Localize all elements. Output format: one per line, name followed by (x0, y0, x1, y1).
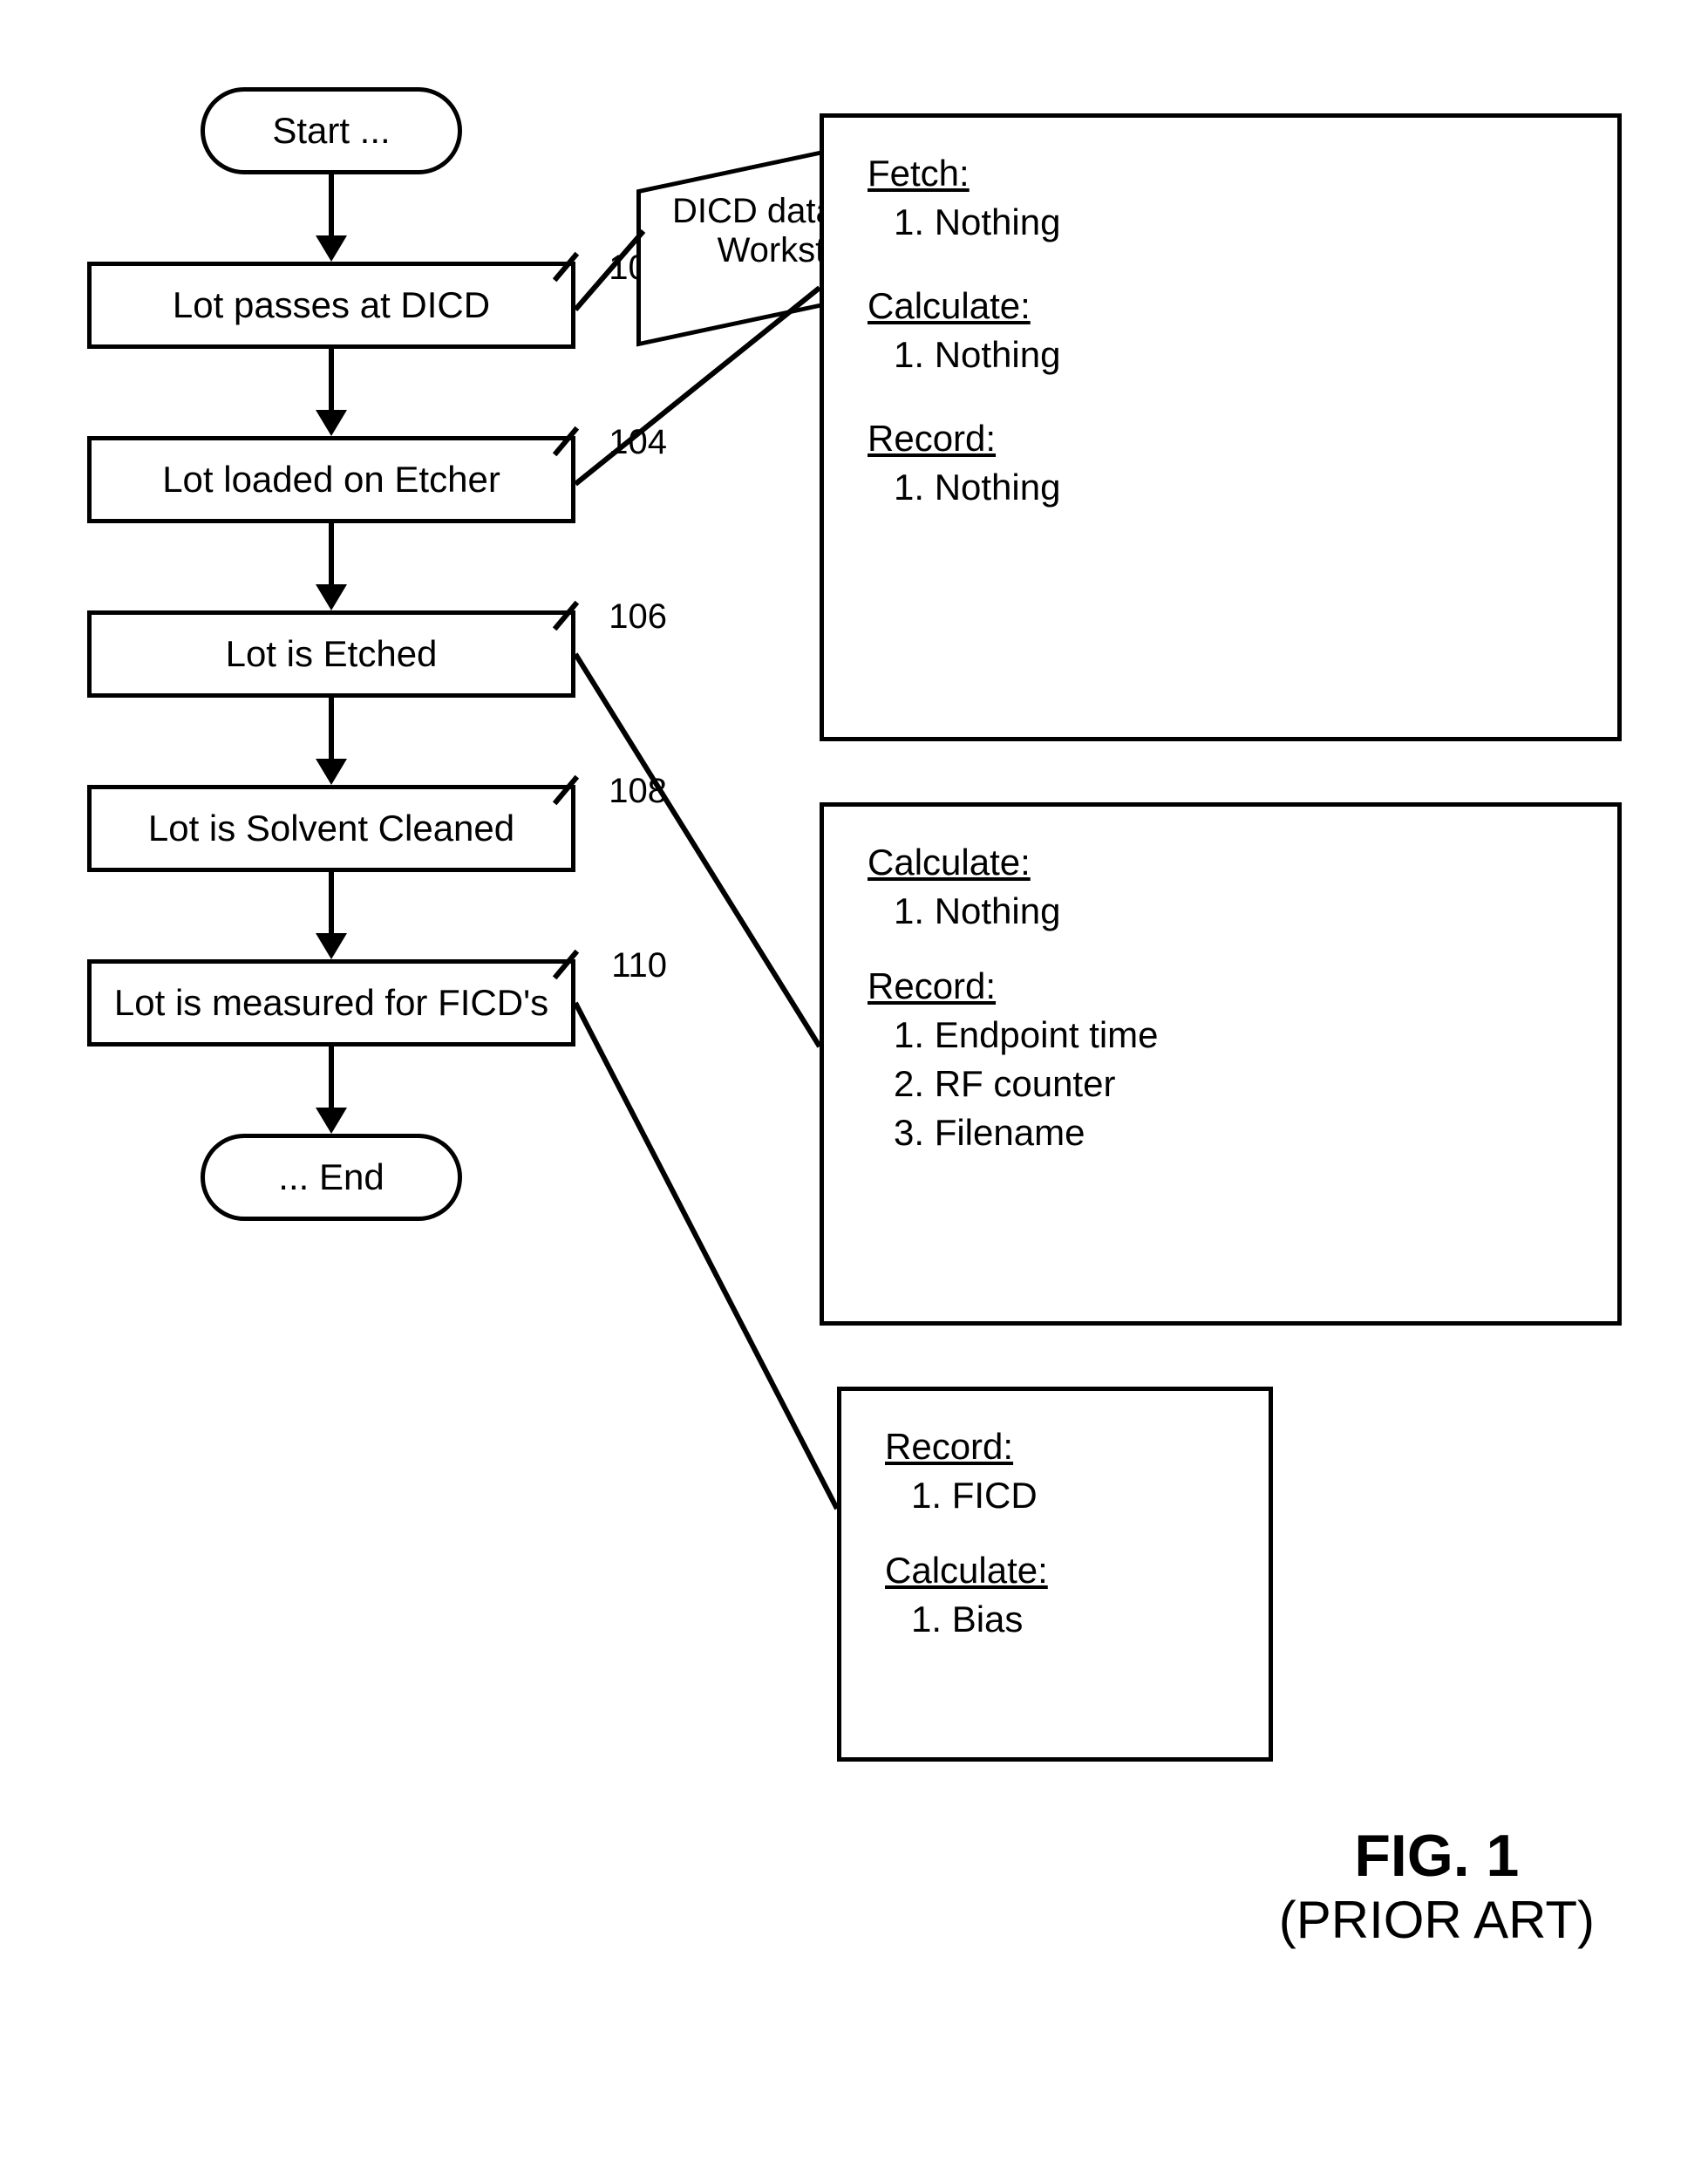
step-label: Lot is Etched (226, 633, 438, 675)
step-label: Lot loaded on Etcher (162, 459, 500, 501)
record-item-1: 1. Endpoint time (868, 1014, 1574, 1056)
calc-item: 1. Bias (885, 1599, 1225, 1640)
calc-item: 1. Nothing (868, 890, 1574, 932)
ref-tick (549, 959, 575, 985)
record-item-2: 2. RF counter (868, 1063, 1574, 1105)
calc-title: Calculate: (868, 842, 1574, 883)
ref-110: 110 (611, 946, 667, 985)
record-title: Record: (885, 1426, 1225, 1468)
step-110: Lot is measured for FICD's 110 (87, 959, 575, 1047)
figure-sub: (PRIOR ART) (1279, 1890, 1595, 1950)
record-title: Record: (868, 965, 1574, 1007)
step-104: Lot loaded on Etcher 104 (87, 436, 575, 523)
end-label: ... End (278, 1156, 384, 1198)
start-label: Start ... (272, 110, 390, 152)
fetch-title: Fetch: (868, 153, 1574, 194)
data-box-1: Fetch: 1. Nothing Calculate: 1. Nothing … (820, 113, 1622, 741)
record-item: 1. FICD (885, 1475, 1225, 1517)
calc-title: Calculate: (868, 285, 1574, 327)
data-box-2: Calculate: 1. Nothing Record: 1. Endpoin… (820, 802, 1622, 1326)
ref-108: 108 (609, 772, 667, 811)
step-label: Lot is Solvent Cleaned (148, 808, 514, 849)
ref-tick (549, 610, 575, 637)
step-102: Lot passes at DICD 102 (87, 262, 575, 349)
record-title: Record: (868, 418, 1574, 460)
ref-104: 104 (609, 423, 667, 462)
data-box-3: Record: 1. FICD Calculate: 1. Bias (837, 1387, 1273, 1762)
step-106: Lot is Etched 106 (87, 610, 575, 698)
flow-column: Start ... Lot passes at DICD 102 Lot loa… (87, 87, 575, 1221)
ref-106: 106 (609, 597, 667, 637)
end-terminator: ... End (201, 1134, 462, 1221)
step-label: Lot is measured for FICD's (114, 982, 548, 1024)
ref-tick (549, 785, 575, 811)
fetch-item: 1. Nothing (868, 201, 1574, 243)
ref-tick (549, 436, 575, 462)
record-item: 1. Nothing (868, 467, 1574, 508)
step-108: Lot is Solvent Cleaned 108 (87, 785, 575, 872)
record-item-3: 3. Filename (868, 1112, 1574, 1154)
figure-label: FIG. 1 (PRIOR ART) (1279, 1822, 1595, 1950)
calc-item: 1. Nothing (868, 334, 1574, 376)
start-terminator: Start ... (201, 87, 462, 174)
ref-tick (549, 262, 575, 288)
figure-main: FIG. 1 (1279, 1822, 1595, 1890)
calc-title: Calculate: (885, 1550, 1225, 1592)
step-label: Lot passes at DICD (173, 284, 490, 326)
